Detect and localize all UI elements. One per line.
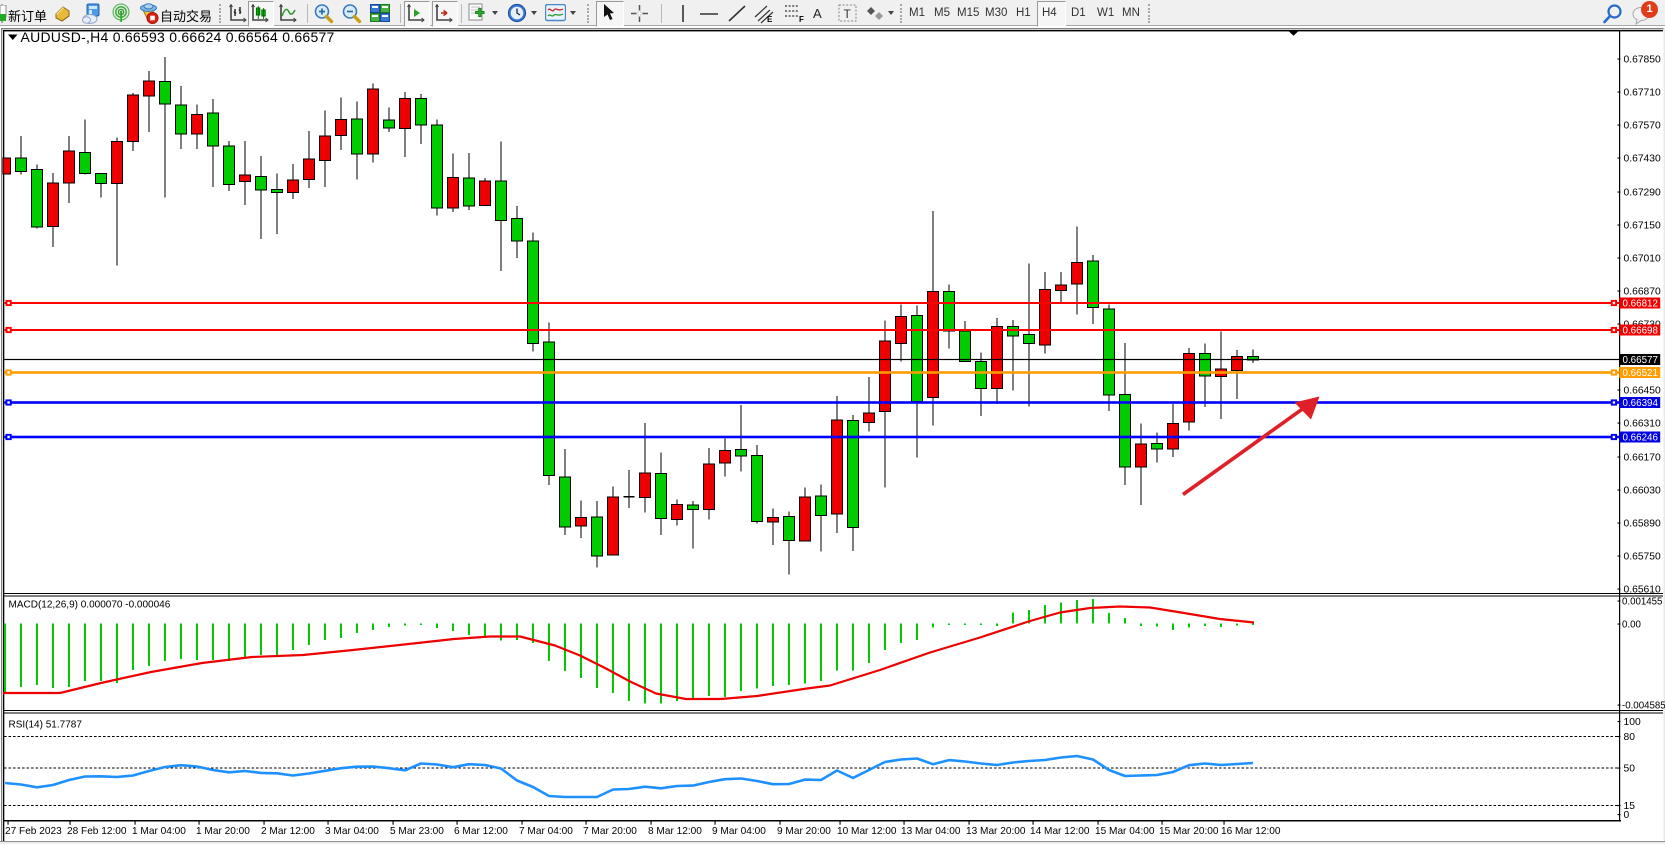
svg-text:6 Mar 12:00: 6 Mar 12:00 [454, 826, 508, 837]
svg-text:MACD(12,26,9) 0.000070 -0.0000: MACD(12,26,9) 0.000070 -0.000046 [9, 600, 171, 611]
svg-text:10 Mar 12:00: 10 Mar 12:00 [837, 826, 897, 837]
svg-text:15 Mar 04:00: 15 Mar 04:00 [1095, 826, 1155, 837]
svg-text:5 Mar 23:00: 5 Mar 23:00 [390, 826, 444, 837]
svg-text:9 Mar 20:00: 9 Mar 20:00 [777, 826, 831, 837]
svg-text:T: T [844, 7, 852, 21]
svg-text:0.65750: 0.65750 [1624, 552, 1661, 563]
svg-text:1 Mar 04:00: 1 Mar 04:00 [132, 826, 186, 837]
svg-text:0.67010: 0.67010 [1624, 254, 1661, 265]
svg-text:RSI(14) 51.7787: RSI(14) 51.7787 [9, 720, 83, 731]
svg-text:50: 50 [1624, 764, 1636, 775]
svg-text:14 Mar 12:00: 14 Mar 12:00 [1030, 826, 1090, 837]
svg-text:0.66394: 0.66394 [1623, 398, 1659, 409]
svg-text:0.001455: 0.001455 [1622, 597, 1662, 608]
svg-text:-0.004585: -0.004585 [1622, 701, 1665, 712]
svg-text:16 Mar 12:00: 16 Mar 12:00 [1221, 826, 1281, 837]
svg-text:1 Mar 20:00: 1 Mar 20:00 [196, 826, 250, 837]
svg-text:0.66521: 0.66521 [1623, 368, 1658, 379]
svg-text:0.00: 0.00 [1622, 620, 1641, 631]
svg-text:27 Feb 2023: 27 Feb 2023 [5, 826, 62, 837]
svg-text:E: E [767, 15, 773, 24]
svg-text:7 Mar 04:00: 7 Mar 04:00 [519, 826, 573, 837]
svg-text:13 Mar 04:00: 13 Mar 04:00 [901, 826, 961, 837]
svg-text:F: F [799, 15, 804, 24]
svg-text:0.66170: 0.66170 [1624, 453, 1661, 464]
svg-text:0.65610: 0.65610 [1624, 585, 1661, 596]
svg-text:0.66310: 0.66310 [1624, 419, 1661, 430]
svg-text:0.66030: 0.66030 [1624, 486, 1661, 497]
svg-text:0.67150: 0.67150 [1624, 221, 1661, 232]
svg-text:15 Mar 20:00: 15 Mar 20:00 [1159, 826, 1219, 837]
svg-text:0.66246: 0.66246 [1623, 433, 1659, 444]
svg-text:9 Mar 04:00: 9 Mar 04:00 [712, 826, 766, 837]
svg-text:80: 80 [1624, 732, 1636, 743]
svg-text:0.65890: 0.65890 [1624, 519, 1661, 530]
svg-text:0.67570: 0.67570 [1624, 121, 1661, 132]
svg-text:0.66450: 0.66450 [1624, 386, 1661, 397]
svg-text:15: 15 [1624, 801, 1636, 812]
svg-text:100: 100 [1624, 717, 1641, 728]
svg-text:0.66870: 0.66870 [1624, 287, 1661, 298]
svg-text:0.67430: 0.67430 [1624, 154, 1661, 165]
svg-text:0.67710: 0.67710 [1624, 88, 1661, 99]
svg-text:0.66812: 0.66812 [1623, 299, 1658, 310]
svg-text:0.67290: 0.67290 [1624, 188, 1661, 199]
svg-text:7 Mar 20:00: 7 Mar 20:00 [583, 826, 637, 837]
svg-text:AUDUSD-,H4 0.66593 0.66624 0.: AUDUSD-,H4 0.66593 0.66624 0.66564 0.665… [21, 29, 335, 45]
svg-text:0.66698: 0.66698 [1623, 326, 1659, 337]
svg-text:0.66577: 0.66577 [1623, 355, 1658, 366]
svg-text:2 Mar 12:00: 2 Mar 12:00 [261, 826, 315, 837]
svg-text:28 Feb 12:00: 28 Feb 12:00 [67, 826, 127, 837]
svg-text:13 Mar 20:00: 13 Mar 20:00 [966, 826, 1026, 837]
svg-text:0.67850: 0.67850 [1624, 55, 1661, 66]
svg-text:8 Mar 12:00: 8 Mar 12:00 [648, 826, 702, 837]
svg-text:3 Mar 04:00: 3 Mar 04:00 [325, 826, 379, 837]
svg-text:0: 0 [1624, 810, 1630, 821]
